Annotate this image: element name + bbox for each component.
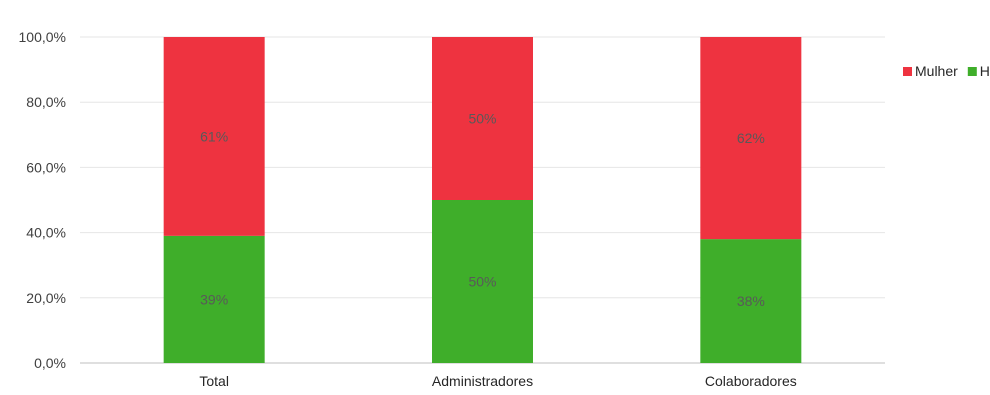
data-label: 61% [200,128,228,144]
y-tick-label: 100,0% [19,29,66,45]
bar-segment-homem [163,235,265,363]
legend-swatch-homem [967,67,977,76]
data-label: 50% [468,111,496,127]
x-category-label: Total [199,373,229,389]
data-label: 62% [737,130,765,146]
legend-swatch-mulher [903,67,912,76]
data-label: 50% [468,274,496,290]
y-tick-label: 20,0% [26,290,66,306]
x-category-label: Administradores [432,373,533,389]
data-label: 38% [737,293,765,309]
bar-segment-mulher [700,37,802,240]
legend-label-homem: Homem [980,63,990,79]
y-tick-label: 40,0% [26,225,66,241]
y-tick-label: 80,0% [26,94,66,110]
x-category-label: Colaboradores [705,373,797,389]
legend-label-mulher: Mulher [915,63,958,79]
bar-segment-homem [700,239,802,363]
data-label: 39% [200,291,228,307]
y-tick-label: 0,0% [34,355,66,371]
bar-segment-mulher [432,37,533,200]
bar-segment-homem [432,200,533,363]
y-tick-label: 60,0% [26,159,66,175]
bar-segment-mulher [163,37,265,236]
